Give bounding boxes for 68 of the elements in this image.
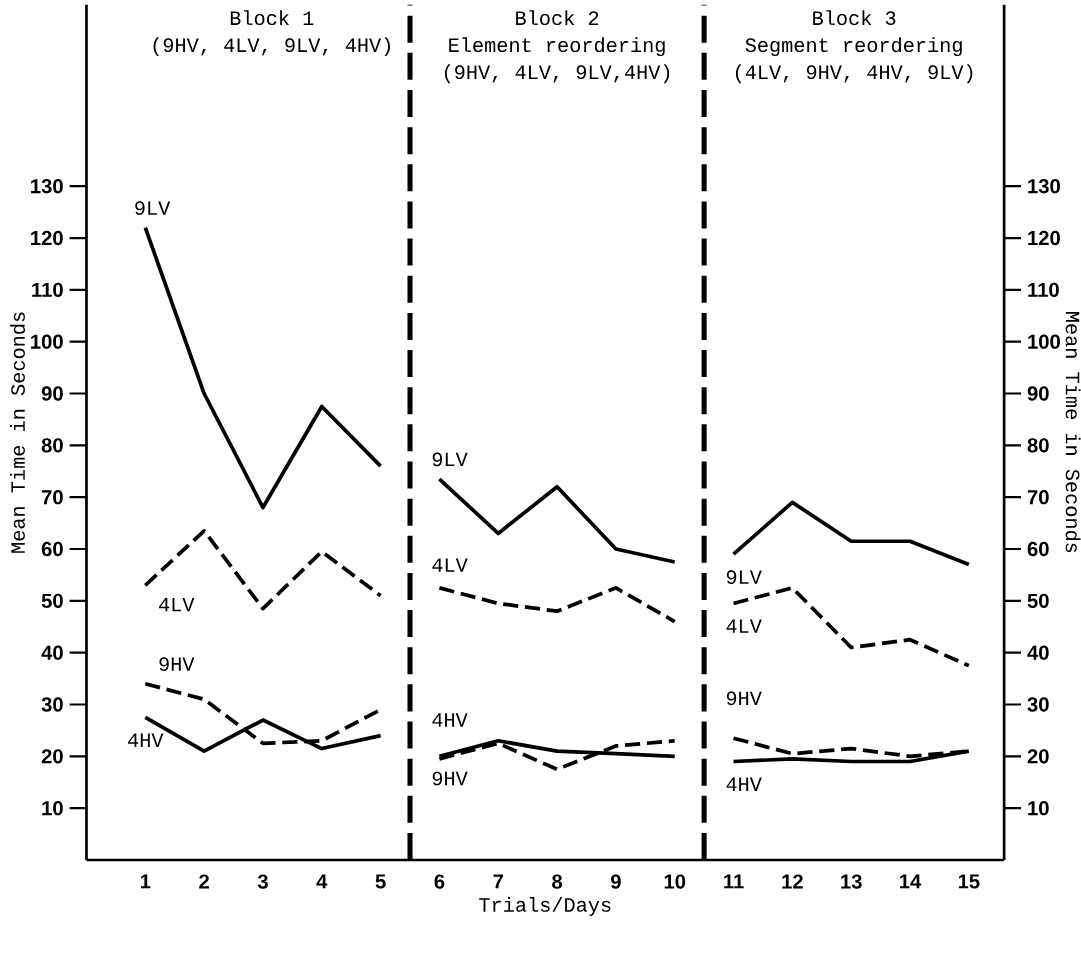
y2-tick-label: 100 (1028, 334, 1060, 349)
series-label: 9HV (432, 771, 468, 786)
y-tick-label: 10 (42, 801, 63, 816)
x-tick-label: 6 (434, 874, 445, 889)
annotation: Block 2 (516, 10, 599, 26)
y2-tick-label: 40 (1027, 645, 1049, 660)
annotation: (9HV, 4LV, 9LV, 4HV) (153, 37, 390, 57)
y2-tick-label: 30 (1027, 697, 1049, 712)
y2-tick-label: 120 (1028, 230, 1060, 246)
y2-tick-label: 80 (1027, 438, 1049, 453)
y2-tick-label: 90 (1027, 386, 1049, 401)
series-label: 4HV (726, 777, 762, 792)
x-axis-title: Trials/Days (479, 897, 611, 916)
x-tick-label: 11 (724, 874, 744, 889)
line-series (143, 529, 383, 611)
y-tick-label: 50 (41, 593, 63, 609)
x-tick-label: 3 (257, 874, 268, 889)
line-series (437, 586, 677, 624)
y-tick-label: 70 (41, 490, 63, 505)
y2-tick-label: 10 (1028, 801, 1049, 816)
annotation: (9HV, 4LV, 9LV,4HV) (444, 64, 670, 84)
series-label: 9HV (726, 691, 762, 706)
line-series (731, 500, 971, 567)
series-label: 4LV (432, 558, 468, 572)
series-label: 9LV (432, 452, 468, 467)
x-tick-label: 14 (900, 874, 922, 889)
y-tick-label: 20 (41, 749, 63, 764)
series-label: 4LV (159, 598, 195, 612)
x-tick-label: 13 (841, 874, 862, 889)
annotation: Element reordering (449, 37, 665, 57)
y2-tick-label: 50 (1027, 593, 1049, 609)
series-label: 4HV (432, 713, 468, 727)
x-tick-label: 1 (140, 874, 151, 889)
y-tick-label: 60 (41, 541, 63, 557)
series-label: 9LV (135, 201, 171, 215)
line-series (143, 225, 383, 510)
x-tick-label: 2 (199, 874, 209, 889)
y2-tick-label: 110 (1028, 282, 1059, 298)
y-tick-label: 80 (41, 438, 63, 453)
x-tick-label: 7 (493, 874, 503, 889)
series-label: 4HV (128, 733, 164, 747)
y-tick-label: 100 (31, 334, 63, 349)
x-tick-label: 10 (664, 874, 686, 889)
y-tick-label: 90 (41, 386, 63, 401)
y-axis-title: Mean Time in Seconds (10, 312, 25, 553)
series-label: 4LV (726, 619, 762, 633)
y2-tick-label: 130 (1028, 179, 1060, 194)
y-tick-label: 30 (41, 697, 63, 712)
x-tick-label: 9 (610, 874, 621, 889)
x-tick-label: 5 (375, 874, 386, 889)
annotation: Block 1 (230, 10, 314, 26)
annotation: (4LV, 9HV, 4HV, 9LV) (735, 64, 973, 84)
annotation: Segment reordering (745, 37, 962, 57)
y-tick-label: 40 (41, 645, 63, 660)
x-tick-label: 8 (552, 874, 563, 889)
x-tick-label: 4 (316, 874, 328, 889)
x-tick-label: 12 (782, 874, 803, 889)
y-tick-label: 120 (31, 230, 63, 246)
annotation: Block 3 (813, 10, 896, 26)
series-label: 9HV (159, 657, 195, 672)
x-tick-label: 15 (958, 874, 980, 889)
y2-tick-label: 60 (1027, 541, 1049, 557)
y2-tick-label: 20 (1027, 749, 1049, 764)
y-tick-label: 110 (32, 282, 63, 298)
series-label: 9LV (726, 570, 762, 585)
y2-tick-label: 70 (1027, 490, 1049, 505)
y2-axis-title: Mean Time in Seconds (1065, 312, 1081, 553)
y-tick-label: 130 (31, 179, 63, 194)
